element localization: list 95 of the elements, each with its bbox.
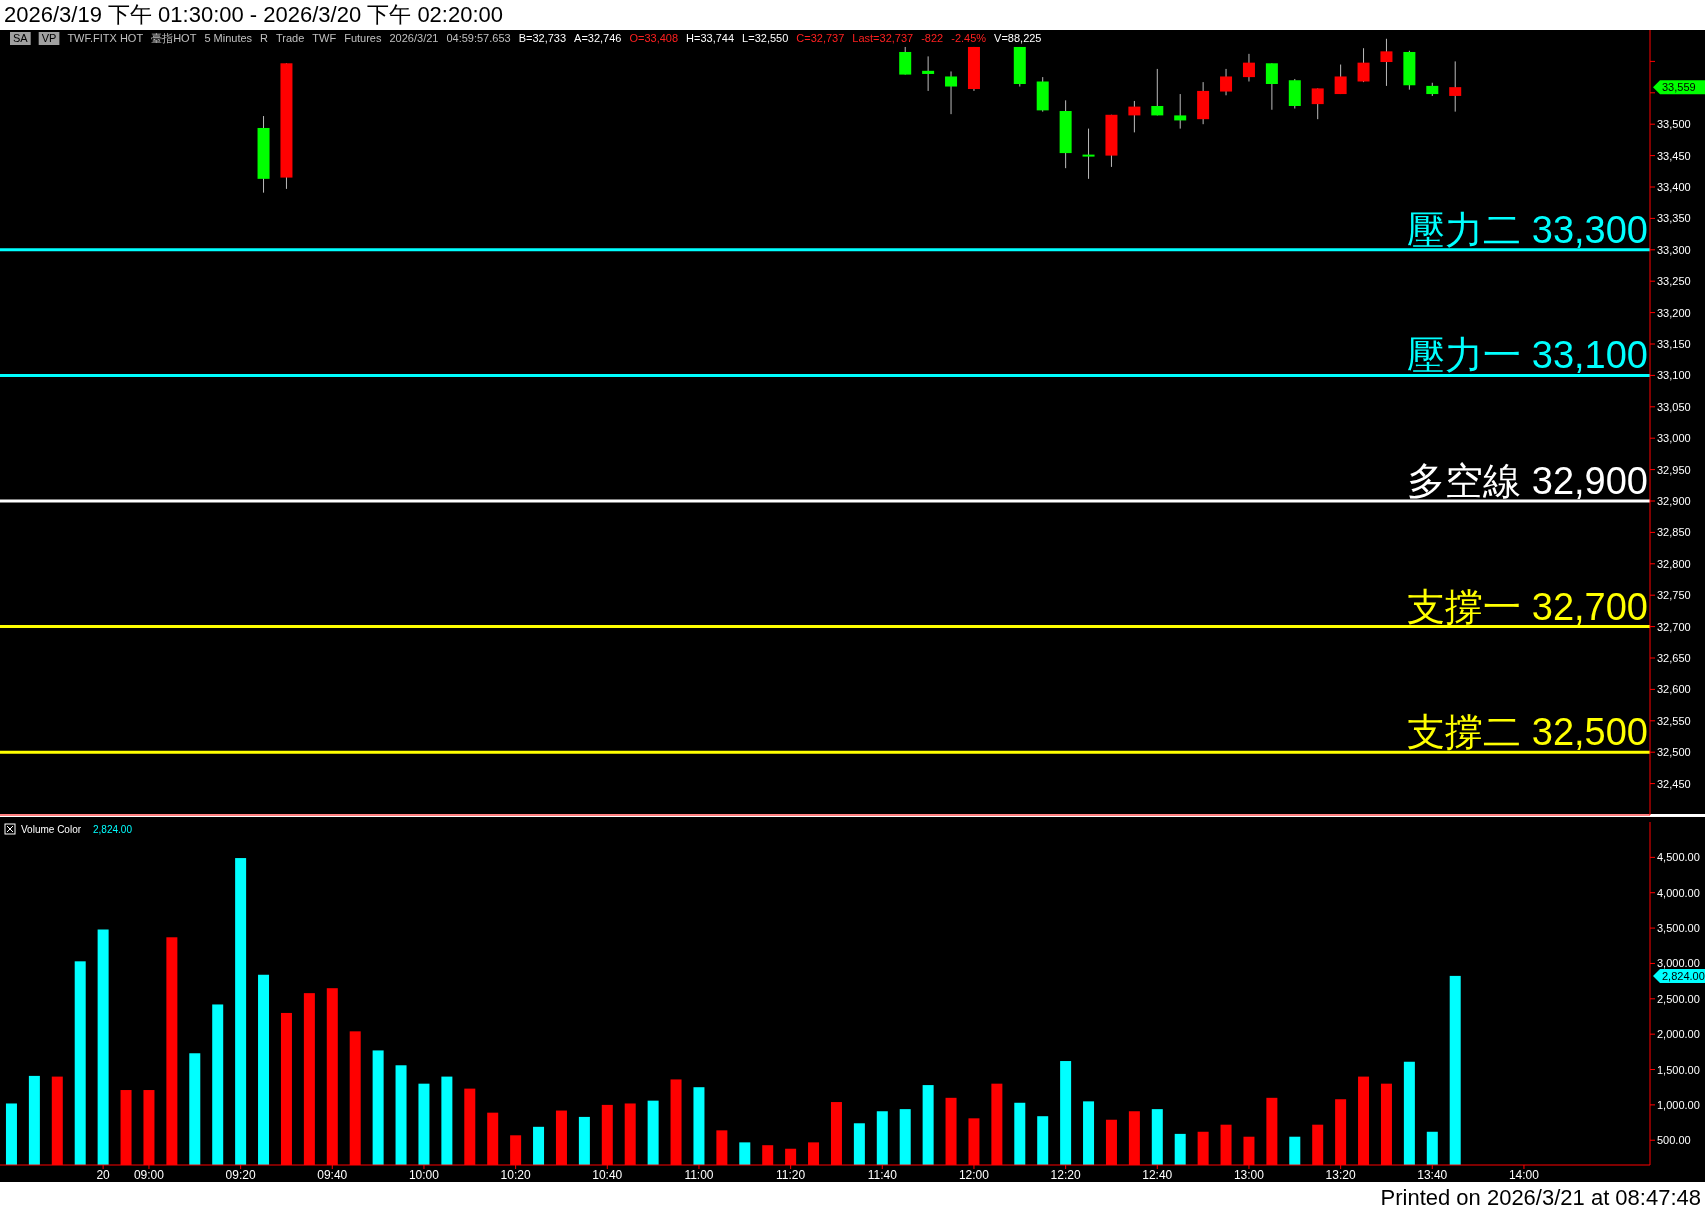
y-tick-label: 33,500 <box>1657 118 1691 131</box>
candlestick <box>922 55 935 92</box>
x-tick-label: 11:00 <box>684 1168 714 1182</box>
y-tick-label: 33,350 <box>1657 212 1691 225</box>
chart-title: 2026/3/19 下午 01:30:00 - 2026/3/20 下午 02:20:00 <box>4 2 504 27</box>
candlestick <box>1220 68 1233 96</box>
annotation: SA <box>13 32 29 44</box>
y-tick-label: 32,500 <box>1657 746 1691 759</box>
annotation: 04:59:57.653 <box>446 32 511 44</box>
y-tick-label: 33,150 <box>1657 338 1691 350</box>
y-tick-label: 32,450 <box>1657 777 1691 790</box>
candlestick <box>945 70 958 115</box>
annotation: 2026/3/21 <box>389 32 439 44</box>
annotation: 臺指HOT <box>151 32 197 44</box>
candlestick <box>1265 62 1278 111</box>
ref-line-label: 支撐二 32,500 <box>1407 711 1648 754</box>
annotation: B=32,733 <box>518 32 567 44</box>
x-tick-label: 10:00 <box>408 1168 440 1182</box>
x-tick-label: 09:40 <box>317 1168 348 1182</box>
annotation: O=33,408 <box>629 32 679 44</box>
x-tick-label: 09:20 <box>225 1168 256 1182</box>
annotation: TWF.FITX HOT <box>67 32 144 44</box>
x-tick-label: 13:20 <box>1325 1168 1356 1182</box>
y-tick-label: 3,000.00 <box>1657 957 1700 970</box>
y-tick-label: 4,000.00 <box>1657 886 1700 899</box>
x-tick-label: 13:00 <box>1233 1168 1265 1182</box>
annotation: Trade <box>276 32 305 44</box>
candlestick <box>899 46 912 76</box>
x-tick-label: 11:20 <box>776 1168 806 1182</box>
ref-line-label: 壓力一 33,100 <box>1407 334 1648 377</box>
candlestick <box>1242 53 1255 82</box>
x-tick-label: 20 <box>96 1168 111 1182</box>
ref-line-label: 壓力二 33,300 <box>1407 208 1648 251</box>
x-tick-label: 12:40 <box>1142 1168 1173 1182</box>
candlestick <box>1151 68 1164 116</box>
y-tick-label: 32,550 <box>1657 714 1691 727</box>
annotation: R <box>260 32 269 44</box>
annotation: VP <box>41 32 57 44</box>
annotation: 2,824.00 <box>93 824 133 835</box>
x-tick-label: 10:40 <box>592 1168 623 1182</box>
annotation: 5 Minutes <box>204 32 253 44</box>
x-tick-label: 11:40 <box>867 1168 898 1182</box>
y-tick-label: 3,500.00 <box>1657 922 1700 935</box>
candlestick <box>1380 38 1393 87</box>
y-tick-label: 32,850 <box>1657 526 1691 539</box>
annotation: C=32,737 <box>796 32 845 44</box>
candlestick <box>1449 60 1462 113</box>
y-tick-label: 32,600 <box>1657 683 1691 696</box>
y-tick-label: 33,250 <box>1657 275 1691 288</box>
y-tick-label: 33,400 <box>1657 181 1691 193</box>
annotation: Last=32,737 <box>852 32 914 44</box>
y-tick-label: 33,200 <box>1657 306 1691 319</box>
y-tick-label: 2,500.00 <box>1657 992 1700 1005</box>
y-tick-label: 32,750 <box>1657 589 1691 602</box>
candlestick <box>1357 47 1370 83</box>
y-tick-label: 32,900 <box>1657 495 1691 507</box>
y-tick-label: 32,800 <box>1657 557 1691 570</box>
y-tick-label: 33,300 <box>1657 243 1691 256</box>
candlestick <box>1334 64 1347 95</box>
candlestick <box>1081 128 1096 180</box>
text: Printed on 2026/3/21 at 08:47:48 <box>1380 1185 1701 1210</box>
y-tick-label: 500.00 <box>1657 1134 1691 1147</box>
annotation: TWF <box>312 32 337 44</box>
annotation: -2.45% <box>951 32 987 44</box>
x-tick-label: 09:00 <box>133 1168 165 1182</box>
ref-line-label: 支撐一 32,700 <box>1407 585 1648 628</box>
text: 2,824.00 <box>1662 969 1705 982</box>
text: 33,559 <box>1662 81 1696 94</box>
y-tick-label: 1,000.00 <box>1657 1098 1700 1111</box>
chart-title: Volume Color <box>21 824 82 835</box>
candlestick <box>1128 100 1141 133</box>
candlestick <box>1174 93 1187 130</box>
y-tick-label: 33,100 <box>1657 369 1691 382</box>
annotation: Futures <box>344 32 382 44</box>
annotation: A=32,746 <box>574 32 622 44</box>
annotation: -822 <box>921 32 944 44</box>
annotation: H=33,744 <box>686 32 735 44</box>
y-tick-label: 32,700 <box>1657 620 1691 633</box>
y-tick-label: 32,650 <box>1657 652 1691 664</box>
y-tick-label: 32,950 <box>1657 463 1691 476</box>
x-tick-label: 12:00 <box>958 1168 990 1182</box>
x-tick-label: 10:20 <box>500 1168 531 1182</box>
y-tick-label: 33,050 <box>1657 400 1691 413</box>
y-tick-label: 33,450 <box>1657 149 1691 162</box>
annotation: L=32,550 <box>742 32 789 44</box>
y-tick-label: 4,500.00 <box>1657 851 1700 864</box>
x-tick-label: 14:00 <box>1508 1168 1540 1182</box>
y-tick-label: 1,500.00 <box>1657 1063 1700 1076</box>
candlestick <box>1311 87 1324 120</box>
x-tick-label: 12:20 <box>1050 1168 1081 1182</box>
x-tick-label: 13:40 <box>1417 1168 1448 1182</box>
y-tick-label: 33,000 <box>1657 432 1691 445</box>
y-tick-label: 2,000.00 <box>1657 1028 1700 1041</box>
annotation: V=88,225 <box>994 32 1042 44</box>
ref-line-label: 多空線 32,900 <box>1407 460 1648 502</box>
